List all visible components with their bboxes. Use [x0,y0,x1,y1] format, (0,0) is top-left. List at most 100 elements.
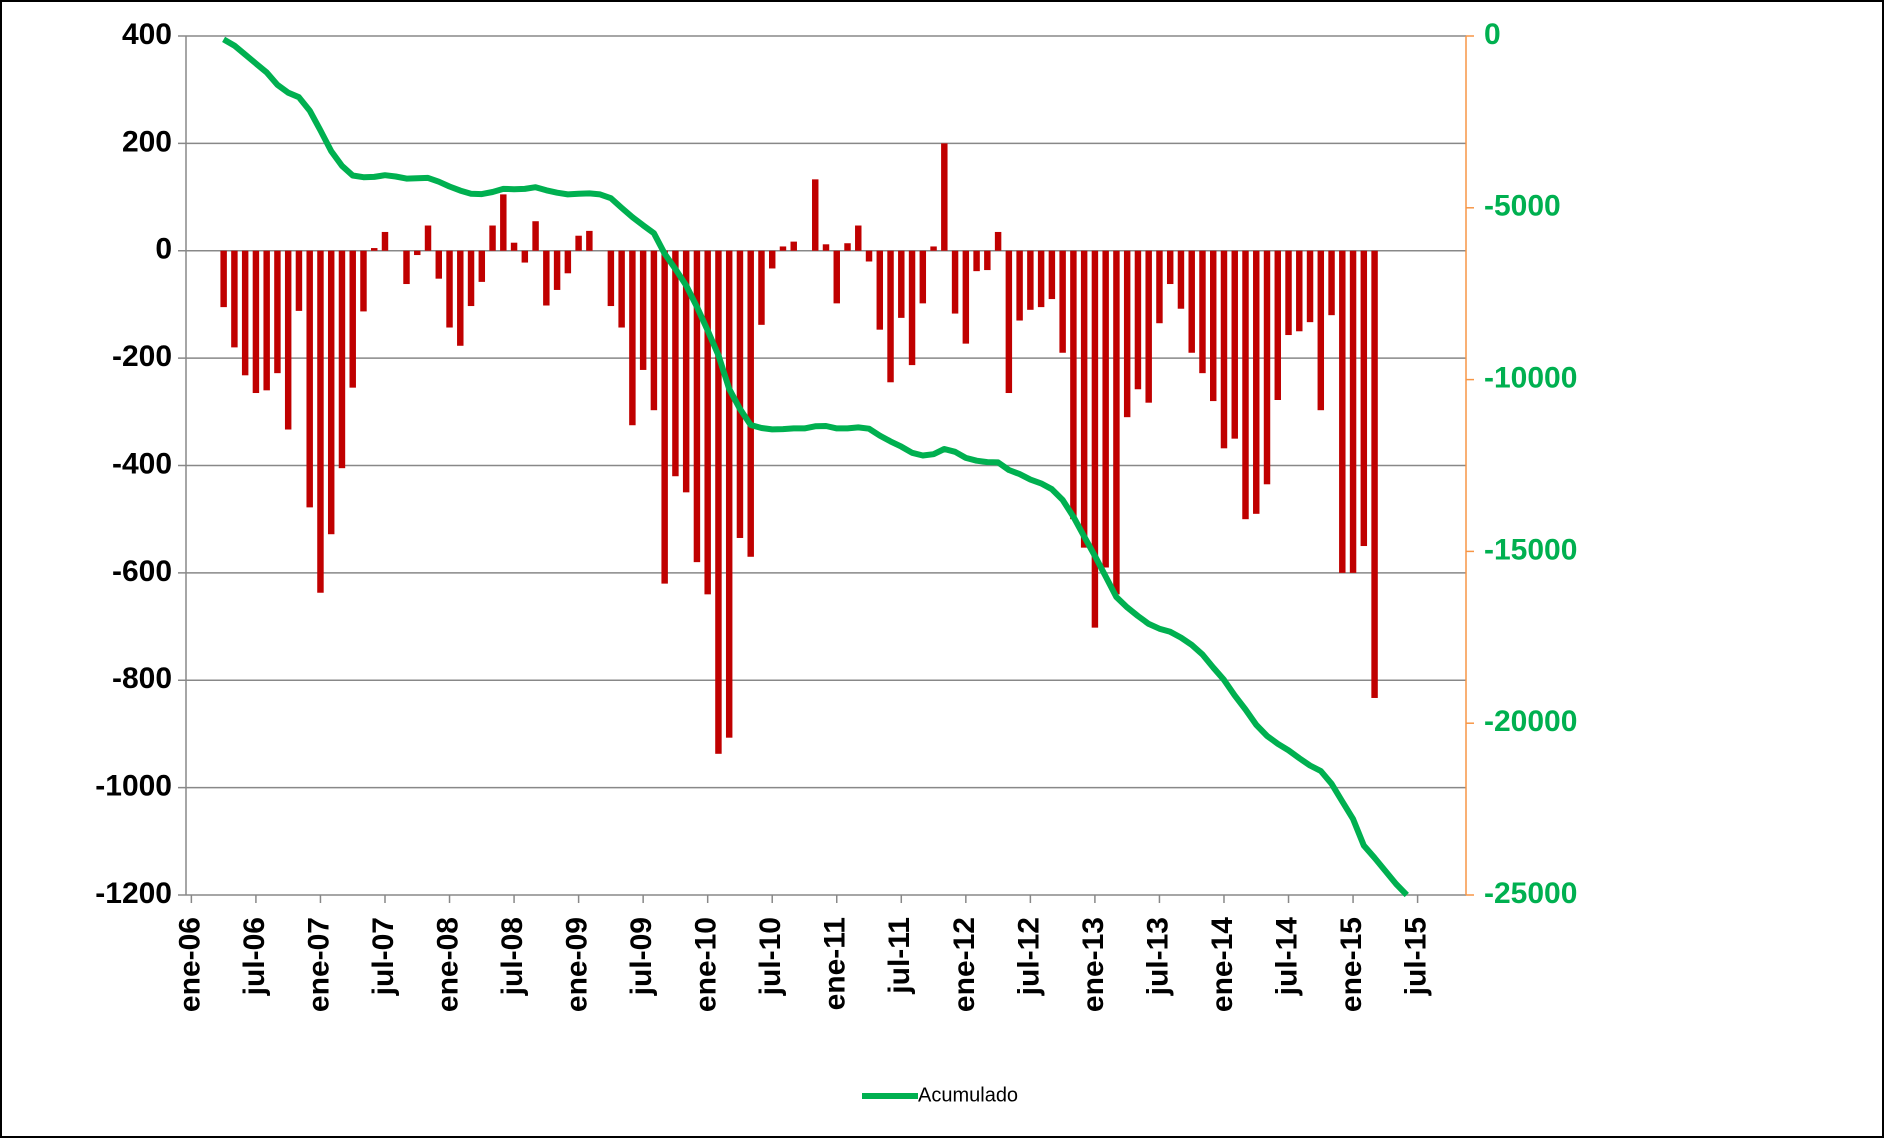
x-tick-label: jul-08 [496,917,529,996]
x-tick-label: ene-14 [1206,917,1239,1012]
bar [693,250,701,563]
bar [855,225,862,251]
bar [1242,250,1249,520]
bar [1005,250,1013,394]
bar [779,246,787,251]
line [222,36,1409,898]
bar [1349,250,1357,573]
x-tick-label: ene-08 [431,917,464,1012]
bar [951,250,959,314]
y-tick-label: -800 [112,662,172,695]
bar [1220,250,1228,449]
bar [973,250,980,272]
bar [865,250,873,262]
bar [381,231,389,251]
x-tick-label: ene-06 [173,917,206,1012]
y-tick-label: -1200 [95,877,172,910]
bar [478,250,486,282]
bar [349,250,356,388]
bar [639,250,647,370]
bar [747,250,754,557]
bar [994,231,1002,251]
bar [790,241,797,251]
bar [295,250,303,311]
bar [575,235,582,251]
bar [274,250,281,374]
bar [489,225,496,251]
bar [1188,250,1195,353]
bar [532,221,539,251]
bar [521,250,529,263]
bar [327,250,335,535]
bar [231,250,238,348]
bar [650,250,658,411]
bar [446,250,453,328]
bar [1210,250,1217,402]
x-tick-label: ene-12 [948,917,981,1012]
bar [1274,250,1281,401]
bar [306,250,313,508]
bar [1306,250,1314,323]
x-tick-label: ene-13 [1077,917,1110,1012]
bar [812,179,819,251]
bar [919,250,927,304]
bar [500,194,507,251]
bar [360,250,367,312]
x-tick-label: jul-13 [1141,917,1174,996]
bar [672,250,679,477]
bar [618,250,625,328]
bar [1070,250,1077,520]
bar [844,243,851,251]
x-tick-label: jul-15 [1400,917,1433,996]
bar [1317,250,1325,411]
bar [908,250,916,366]
y-tick-label: 200 [122,125,172,158]
bar [1134,250,1142,390]
x-tick-label: ene-09 [561,917,594,1012]
bar [1253,250,1260,514]
bar [758,250,765,325]
x-tick-label: jul-12 [1012,917,1045,996]
bar [1102,250,1109,568]
bar [317,250,324,593]
bar [984,250,991,271]
x-tick-label: jul-09 [625,917,658,996]
bar [543,250,550,306]
bar [1156,250,1163,324]
bar [1113,250,1120,595]
y-tick-label: -400 [112,447,172,480]
bar [457,250,464,346]
bar [241,250,249,376]
bar [1296,250,1303,332]
bar [1231,250,1238,439]
bar [1177,250,1185,309]
bar [1328,250,1335,316]
x-tick-label: ene-07 [302,917,335,1012]
x-tick-label: ene-15 [1335,917,1368,1012]
bar [661,250,668,584]
y2-tick-label: -20000 [1484,705,1577,738]
bar [898,250,905,318]
bar [736,250,744,538]
bar [1339,250,1346,573]
bar [887,250,894,383]
bar [553,250,561,290]
bar [930,246,937,251]
bar [252,250,260,394]
x-tick-label: ene-10 [690,917,723,1012]
bar [510,242,518,251]
y-tick-label: 400 [122,18,172,51]
bar [941,143,948,251]
y2-tick-label: -25000 [1484,877,1577,910]
y-tick-label: -200 [112,340,172,373]
bar [1360,250,1368,547]
y-tick-label: 0 [155,233,172,266]
bar [1285,250,1292,336]
bar [682,250,690,493]
bar [1199,250,1206,374]
bar [1091,250,1099,628]
bar [629,250,636,426]
bar [220,250,227,308]
legend-text: Acumulado [918,1084,1018,1106]
bar [1263,250,1271,485]
